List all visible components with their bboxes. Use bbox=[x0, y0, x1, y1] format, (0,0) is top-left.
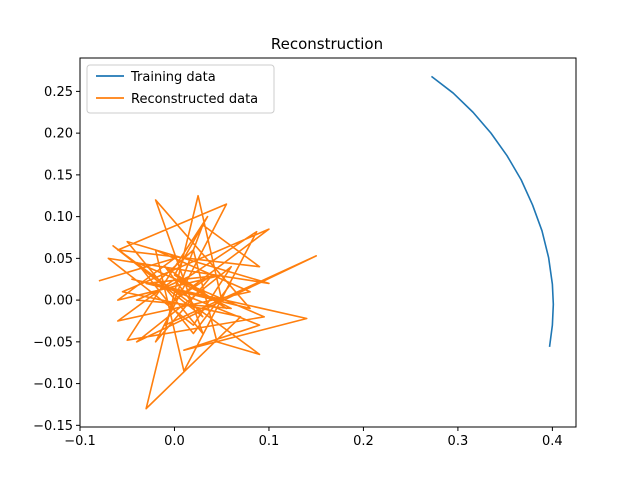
y-axis-ticks: −0.15 −0.10 −0.05 0.00 0.05 0.10 0.15 0.20 0.25 bbox=[33, 85, 80, 434]
y-tick-label: 0.05 bbox=[44, 252, 73, 267]
x-tick-label: 0.3 bbox=[448, 434, 469, 449]
y-tick-label: 0.15 bbox=[44, 168, 73, 183]
x-tick-label: 0.4 bbox=[542, 434, 563, 449]
y-tick-label: −0.10 bbox=[33, 377, 73, 392]
y-tick-label: 0.20 bbox=[44, 127, 73, 142]
x-axis-ticks: −0.1 0.0 0.1 0.2 0.3 0.4 bbox=[64, 427, 563, 449]
x-tick-label: −0.1 bbox=[64, 434, 96, 449]
x-tick-label: 0.2 bbox=[353, 434, 374, 449]
chart-title: Reconstruction bbox=[271, 35, 383, 53]
legend-label-training-data: Training data bbox=[130, 70, 216, 85]
series-line-reconstructed-data bbox=[98, 194, 317, 410]
series-layer bbox=[98, 75, 555, 410]
plot-area bbox=[80, 58, 576, 427]
legend-box bbox=[86, 64, 275, 114]
y-tick-label: 0.10 bbox=[44, 210, 73, 225]
plot-frame bbox=[79, 57, 577, 428]
y-tick-label: −0.15 bbox=[33, 419, 73, 434]
y-tick-label: 0.00 bbox=[44, 294, 73, 309]
legend: Training data Reconstructed data bbox=[86, 64, 275, 114]
x-tick-label: 0.0 bbox=[164, 434, 185, 449]
legend-label-reconstructed-data: Reconstructed data bbox=[131, 92, 258, 107]
y-tick-label: −0.05 bbox=[33, 335, 73, 350]
series-line-training-data bbox=[430, 75, 555, 347]
y-tick-label: 0.25 bbox=[44, 85, 73, 100]
x-tick-label: 0.1 bbox=[259, 434, 280, 449]
